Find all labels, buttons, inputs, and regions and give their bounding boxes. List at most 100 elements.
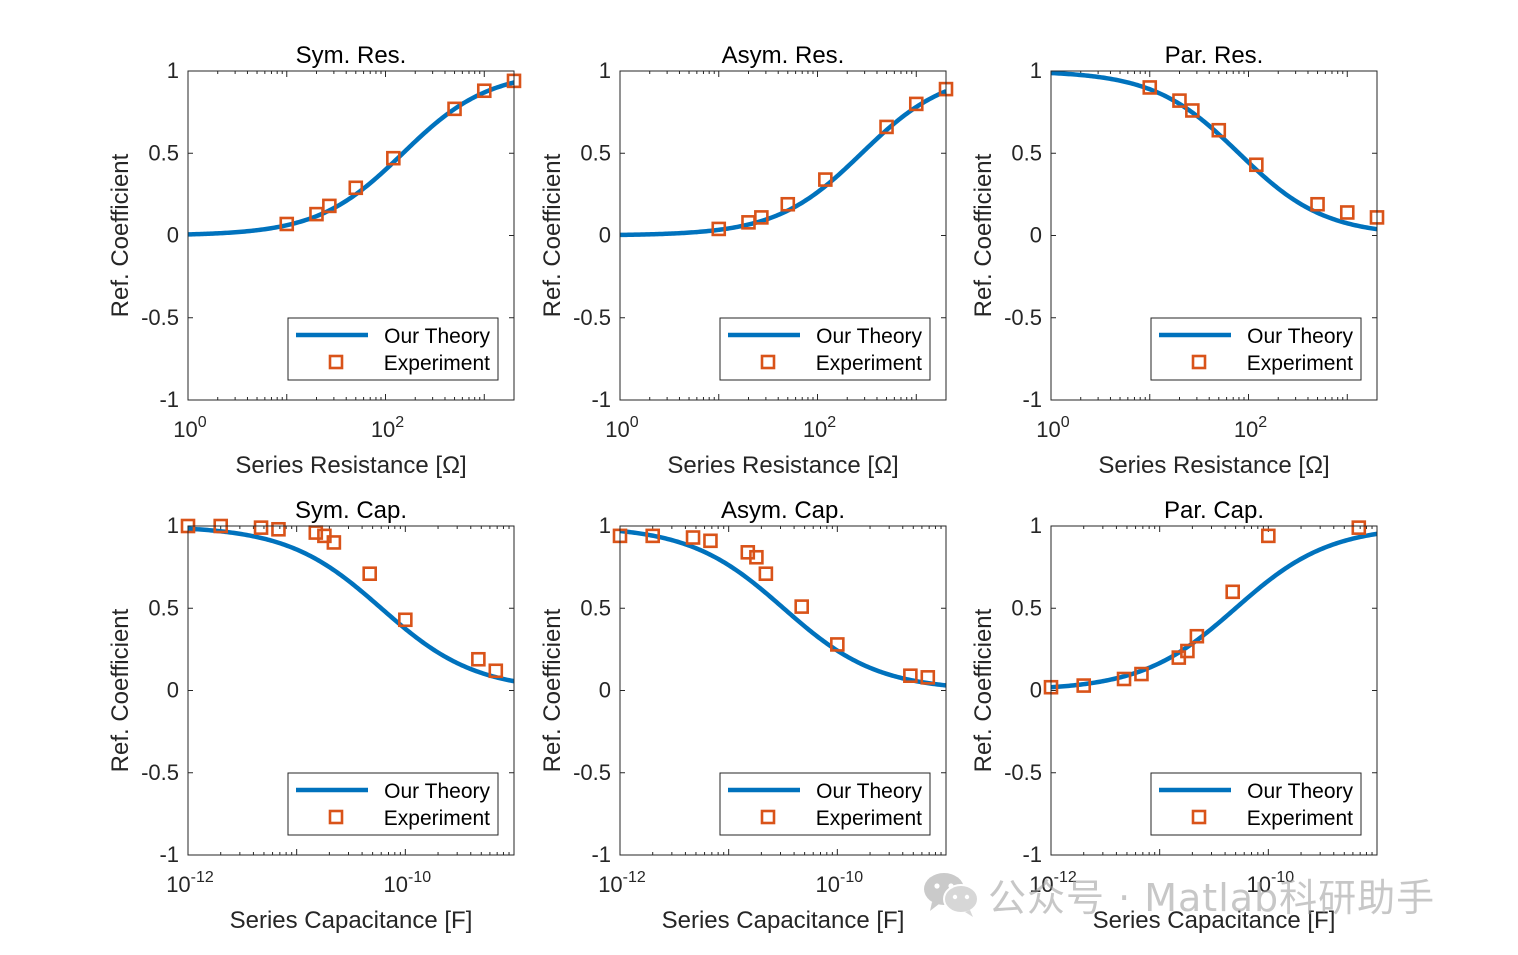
x-tick-exponent: 2 bbox=[827, 414, 836, 431]
x-tick-label: 102 bbox=[1234, 414, 1267, 442]
experiment-point bbox=[749, 549, 764, 565]
legend: Our Theory Experiment bbox=[1150, 772, 1362, 836]
x-tick-label: 10-12 bbox=[166, 869, 214, 897]
x-tick-base: 10 bbox=[605, 417, 629, 442]
y-tick-label: 0.5 bbox=[1011, 595, 1042, 620]
y-axis-label: Ref. Coefficient bbox=[539, 608, 566, 772]
legend-experiment-label: Experiment bbox=[1247, 807, 1353, 830]
experiment-point bbox=[1076, 678, 1092, 693]
experiment-point bbox=[1225, 584, 1241, 600]
legend-experiment-swatch bbox=[760, 809, 776, 825]
experiment-point bbox=[1142, 80, 1158, 95]
legend-experiment-label: Experiment bbox=[816, 807, 922, 830]
x-tick-base: 10 bbox=[1234, 417, 1258, 442]
x-axis-label: Series Resistance [Ω] bbox=[667, 452, 898, 479]
experiment-point bbox=[1180, 643, 1195, 659]
subplot-title: Asym. Res. bbox=[722, 42, 845, 69]
y-tick-label: -1 bbox=[591, 387, 611, 412]
x-tick-base: 10 bbox=[1247, 872, 1271, 897]
legend: Our Theory Experiment bbox=[287, 772, 499, 836]
legend-theory-label: Our Theory bbox=[816, 325, 922, 348]
y-tick-label: -0.5 bbox=[141, 305, 179, 330]
legend-theory-label: Our Theory bbox=[384, 780, 490, 803]
subplot-title: Par. Cap. bbox=[1164, 497, 1264, 524]
experiment-point bbox=[1261, 528, 1276, 544]
x-tick-label: 10-12 bbox=[598, 869, 646, 897]
y-tick-label: 0 bbox=[167, 678, 179, 703]
legend-experiment-swatch bbox=[328, 809, 344, 825]
legend: Our Theory Experiment bbox=[1150, 317, 1362, 381]
legend-box bbox=[1150, 317, 1362, 381]
experiment-point bbox=[1310, 196, 1325, 212]
y-tick-label: -1 bbox=[159, 842, 179, 867]
x-tick-base: 10 bbox=[384, 872, 408, 897]
legend-experiment-swatch bbox=[328, 354, 344, 370]
y-tick-label: -0.5 bbox=[1004, 305, 1042, 330]
experiment-point bbox=[348, 180, 364, 196]
x-tick-label: 102 bbox=[803, 414, 836, 442]
legend-theory-label: Our Theory bbox=[1247, 325, 1353, 348]
legend-box bbox=[719, 317, 931, 381]
x-tick-label: 102 bbox=[371, 414, 404, 442]
theory-curve bbox=[1050, 531, 1378, 690]
y-tick-label: 0.5 bbox=[148, 595, 179, 620]
legend-box bbox=[287, 317, 499, 381]
x-tick-exponent: -10 bbox=[840, 869, 863, 886]
experiment-point bbox=[685, 530, 701, 545]
watermark: 公众号 · Matlab科研助手 bbox=[922, 866, 1435, 922]
y-tick-label: 0 bbox=[167, 223, 179, 248]
experiment-point bbox=[645, 528, 661, 544]
y-tick-label: 0 bbox=[599, 223, 611, 248]
x-tick-label: 100 bbox=[605, 414, 638, 442]
theory-curve bbox=[619, 528, 947, 688]
x-tick-base: 10 bbox=[803, 417, 827, 442]
legend-box bbox=[287, 772, 499, 836]
x-tick-label: 10-12 bbox=[1029, 869, 1077, 897]
legend: Our Theory Experiment bbox=[719, 772, 931, 836]
x-tick-exponent: -10 bbox=[408, 869, 431, 886]
experiment-point bbox=[398, 612, 413, 628]
legend-experiment-swatch bbox=[1191, 809, 1207, 825]
experiment-markers bbox=[612, 528, 936, 685]
y-tick-label: 1 bbox=[167, 513, 179, 538]
subplot-title: Asym. Cap. bbox=[721, 497, 845, 524]
y-axis-label: Ref. Coefficient bbox=[107, 608, 134, 772]
x-tick-exponent: 0 bbox=[1061, 414, 1070, 431]
x-tick-base: 10 bbox=[816, 872, 840, 897]
legend-theory-label: Our Theory bbox=[816, 780, 922, 803]
y-axis-label: Ref. Coefficient bbox=[970, 608, 997, 772]
legend-experiment-swatch bbox=[760, 354, 776, 370]
experiment-point bbox=[1211, 122, 1227, 138]
experiment-point bbox=[711, 221, 727, 237]
x-axis-label: Series Resistance [Ω] bbox=[1098, 452, 1329, 479]
subplot-title: Sym. Cap. bbox=[295, 497, 407, 524]
experiment-point bbox=[780, 196, 796, 212]
y-tick-label: 0.5 bbox=[1011, 140, 1042, 165]
x-axis-label: Series Resistance [Ω] bbox=[235, 452, 466, 479]
experiment-point bbox=[1249, 157, 1264, 173]
y-tick-label: -0.5 bbox=[573, 305, 611, 330]
y-tick-label: -1 bbox=[1022, 842, 1042, 867]
axes-box bbox=[619, 525, 947, 856]
y-tick-label: 0.5 bbox=[148, 140, 179, 165]
axes-box bbox=[1050, 525, 1378, 856]
legend-experiment-label: Experiment bbox=[1247, 352, 1353, 375]
experiment-point bbox=[326, 535, 342, 550]
x-tick-exponent: -10 bbox=[1271, 869, 1294, 886]
theory-curve bbox=[187, 526, 515, 684]
y-tick-label: -0.5 bbox=[1004, 760, 1042, 785]
axes-box bbox=[187, 525, 515, 856]
y-tick-label: -0.5 bbox=[141, 760, 179, 785]
y-tick-label: 0.5 bbox=[580, 595, 611, 620]
axes-box bbox=[619, 70, 947, 401]
y-tick-label: 1 bbox=[167, 58, 179, 83]
subplot-title: Par. Res. bbox=[1165, 42, 1264, 69]
experiment-point bbox=[476, 83, 492, 99]
legend-experiment-label: Experiment bbox=[816, 352, 922, 375]
experiment-point bbox=[471, 651, 486, 667]
legend: Our Theory Experiment bbox=[719, 317, 931, 381]
